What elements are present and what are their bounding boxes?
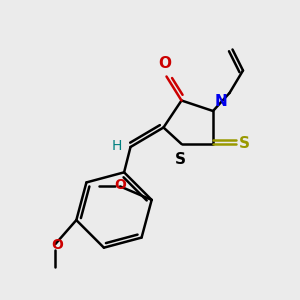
Text: O: O bbox=[51, 238, 63, 252]
Text: O: O bbox=[158, 56, 172, 71]
Text: N: N bbox=[214, 94, 227, 110]
Text: O: O bbox=[114, 178, 126, 192]
Text: S: S bbox=[175, 152, 185, 167]
Text: H: H bbox=[112, 139, 122, 152]
Text: S: S bbox=[239, 136, 250, 152]
